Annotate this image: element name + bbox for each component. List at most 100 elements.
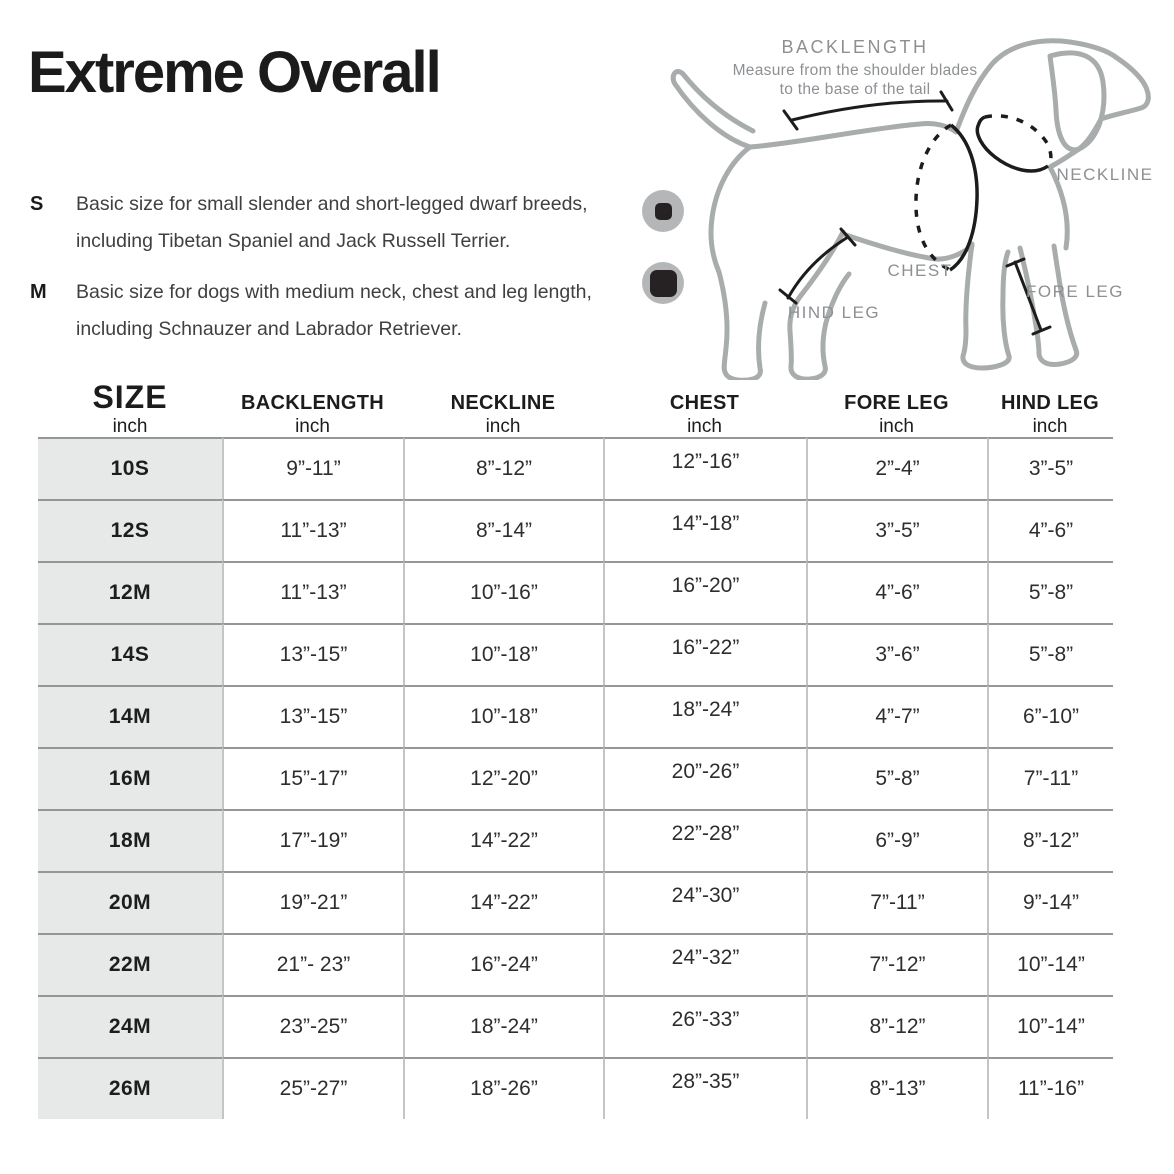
foreleg-header-label: FORE LEG (844, 392, 949, 414)
column-header-backlength: BACKLENGTH inch (222, 381, 403, 443)
cell-text: 10”-14” (1017, 1015, 1085, 1038)
size-cell: 20M (38, 871, 222, 933)
size-header-unit: inch (112, 416, 148, 437)
cell-text: 24M (108, 1015, 152, 1038)
legend-s-line1: Basic size for small slender and short-l… (76, 193, 588, 215)
cell-text: 3”-5” (875, 519, 920, 542)
value-cell: 5”-8” (987, 623, 1113, 685)
legend-key-s: S (30, 193, 44, 215)
dog-measurement-diagram: BACKLENGTH Measure from the shoulder bla… (670, 37, 1153, 380)
value-cell: 17”-19” (222, 809, 403, 871)
chest-label: CHEST (887, 261, 952, 280)
size-cell: 24M (38, 995, 222, 1057)
foreleg-measure-line (1005, 257, 1052, 336)
value-cell: 6”-10” (987, 685, 1113, 747)
cell-text: 10”-16” (470, 581, 538, 604)
cell-text: 20M (108, 891, 152, 914)
small-square-icon (654, 202, 672, 220)
value-cell: 16”-24” (403, 933, 603, 995)
legend-item-m: M Basic size for dogs with medium neck, … (30, 274, 592, 348)
neckline-ellipse (975, 114, 1053, 173)
size-cell: 12S (38, 499, 222, 561)
value-cell: 8”-12” (987, 809, 1113, 871)
value-cell: 22”-28” (603, 809, 806, 871)
value-cell: 14”-18” (603, 499, 806, 561)
foreleg-label: FORE LEG (1026, 282, 1124, 301)
cell-text: 21”- 23” (276, 953, 351, 976)
value-cell: 18”-24” (603, 685, 806, 747)
cell-text: 11”-13” (280, 519, 347, 542)
cell-text: 10S (110, 457, 150, 480)
chest-header-label: CHEST (669, 392, 740, 414)
cell-text: 18M (108, 829, 152, 852)
cell-text: 2”-4” (875, 457, 920, 480)
value-cell: 7”-11” (987, 747, 1113, 809)
value-cell: 18”-24” (403, 995, 603, 1057)
cell-text: 9”-14” (1022, 891, 1080, 914)
size-cell: 14M (38, 685, 222, 747)
value-cell: 5”-8” (987, 561, 1113, 623)
legend-text-s: Basic size for small slender and short-l… (76, 186, 588, 260)
neckline-header-unit: inch (485, 416, 521, 437)
neckline-label: NECKLINE (1056, 165, 1153, 184)
value-cell: 15”-17” (222, 747, 403, 809)
cell-text: 17”-19” (279, 829, 348, 852)
value-cell: 13”-15” (222, 623, 403, 685)
backlength-measure-line (782, 90, 954, 131)
value-cell: 10”-14” (987, 995, 1113, 1057)
cell-text: 7”-11” (870, 891, 925, 914)
legend-m-line1: Basic size for dogs with medium neck, ch… (76, 281, 592, 303)
value-cell: 24”-32” (603, 933, 806, 995)
value-cell: 11”-13” (222, 499, 403, 561)
cell-text: 7”-11” (1023, 767, 1079, 790)
cell-text: 16M (108, 767, 152, 790)
medium-square-icon (649, 269, 677, 297)
size-header-label: SIZE (92, 379, 168, 415)
size-s-pictogram-icon (642, 190, 684, 232)
cell-text: 5”-8” (1028, 643, 1074, 666)
size-cell: 18M (38, 809, 222, 871)
value-cell: 10”-16” (403, 561, 603, 623)
cell-text: 24”-32” (671, 946, 740, 969)
cell-text: 8”-13” (869, 1077, 926, 1100)
cell-text: 22”-28” (671, 822, 740, 845)
cell-text: 7”-12” (869, 953, 926, 976)
value-cell: 12”-20” (403, 747, 603, 809)
cell-text: 18”-24” (671, 698, 740, 721)
value-cell: 12”-16” (603, 437, 806, 499)
value-cell: 10”-18” (403, 623, 603, 685)
cell-text: 14S (110, 643, 150, 666)
cell-text: 24”-30” (671, 884, 740, 907)
column-header-foreleg: FORE LEG inch (806, 381, 987, 443)
hindleg-header-label: HIND LEG (1001, 392, 1099, 414)
size-m-pictogram-icon (642, 262, 684, 304)
cell-text: 16”-22” (671, 636, 740, 659)
value-cell: 5”-8” (806, 747, 987, 809)
cell-text: 18”-26” (470, 1077, 538, 1100)
cell-text: 5”-8” (1028, 581, 1074, 604)
column-header-hindleg: HIND LEG inch (987, 381, 1113, 443)
chest-header-unit: inch (687, 416, 722, 437)
value-cell: 14”-22” (403, 871, 603, 933)
value-cell: 28”-35” (603, 1057, 806, 1119)
column-header-chest: CHEST inch (603, 381, 806, 443)
value-cell: 24”-30” (603, 871, 806, 933)
hindleg-measure-line (778, 227, 857, 305)
value-cell: 4”-7” (806, 685, 987, 747)
cell-text: 14”-22” (470, 891, 538, 914)
dog-outline (670, 38, 1151, 380)
cell-text: 25”-27” (279, 1077, 348, 1100)
cell-text: 28”-35” (671, 1070, 740, 1093)
value-cell: 6”-9” (806, 809, 987, 871)
value-cell: 16”-20” (603, 561, 806, 623)
value-cell: 7”-11” (806, 871, 987, 933)
column-header-neckline: NECKLINE inch (403, 381, 603, 443)
value-cell: 11”-16” (987, 1057, 1113, 1119)
page-title: Extreme Overall (28, 40, 442, 105)
value-cell: 26”-33” (603, 995, 806, 1057)
cell-text: 10”-18” (470, 643, 538, 666)
value-cell: 11”-13” (222, 561, 403, 623)
size-cell: 12M (38, 561, 222, 623)
cell-text: 26”-33” (671, 1008, 740, 1031)
cell-text: 16”-20” (671, 574, 740, 597)
